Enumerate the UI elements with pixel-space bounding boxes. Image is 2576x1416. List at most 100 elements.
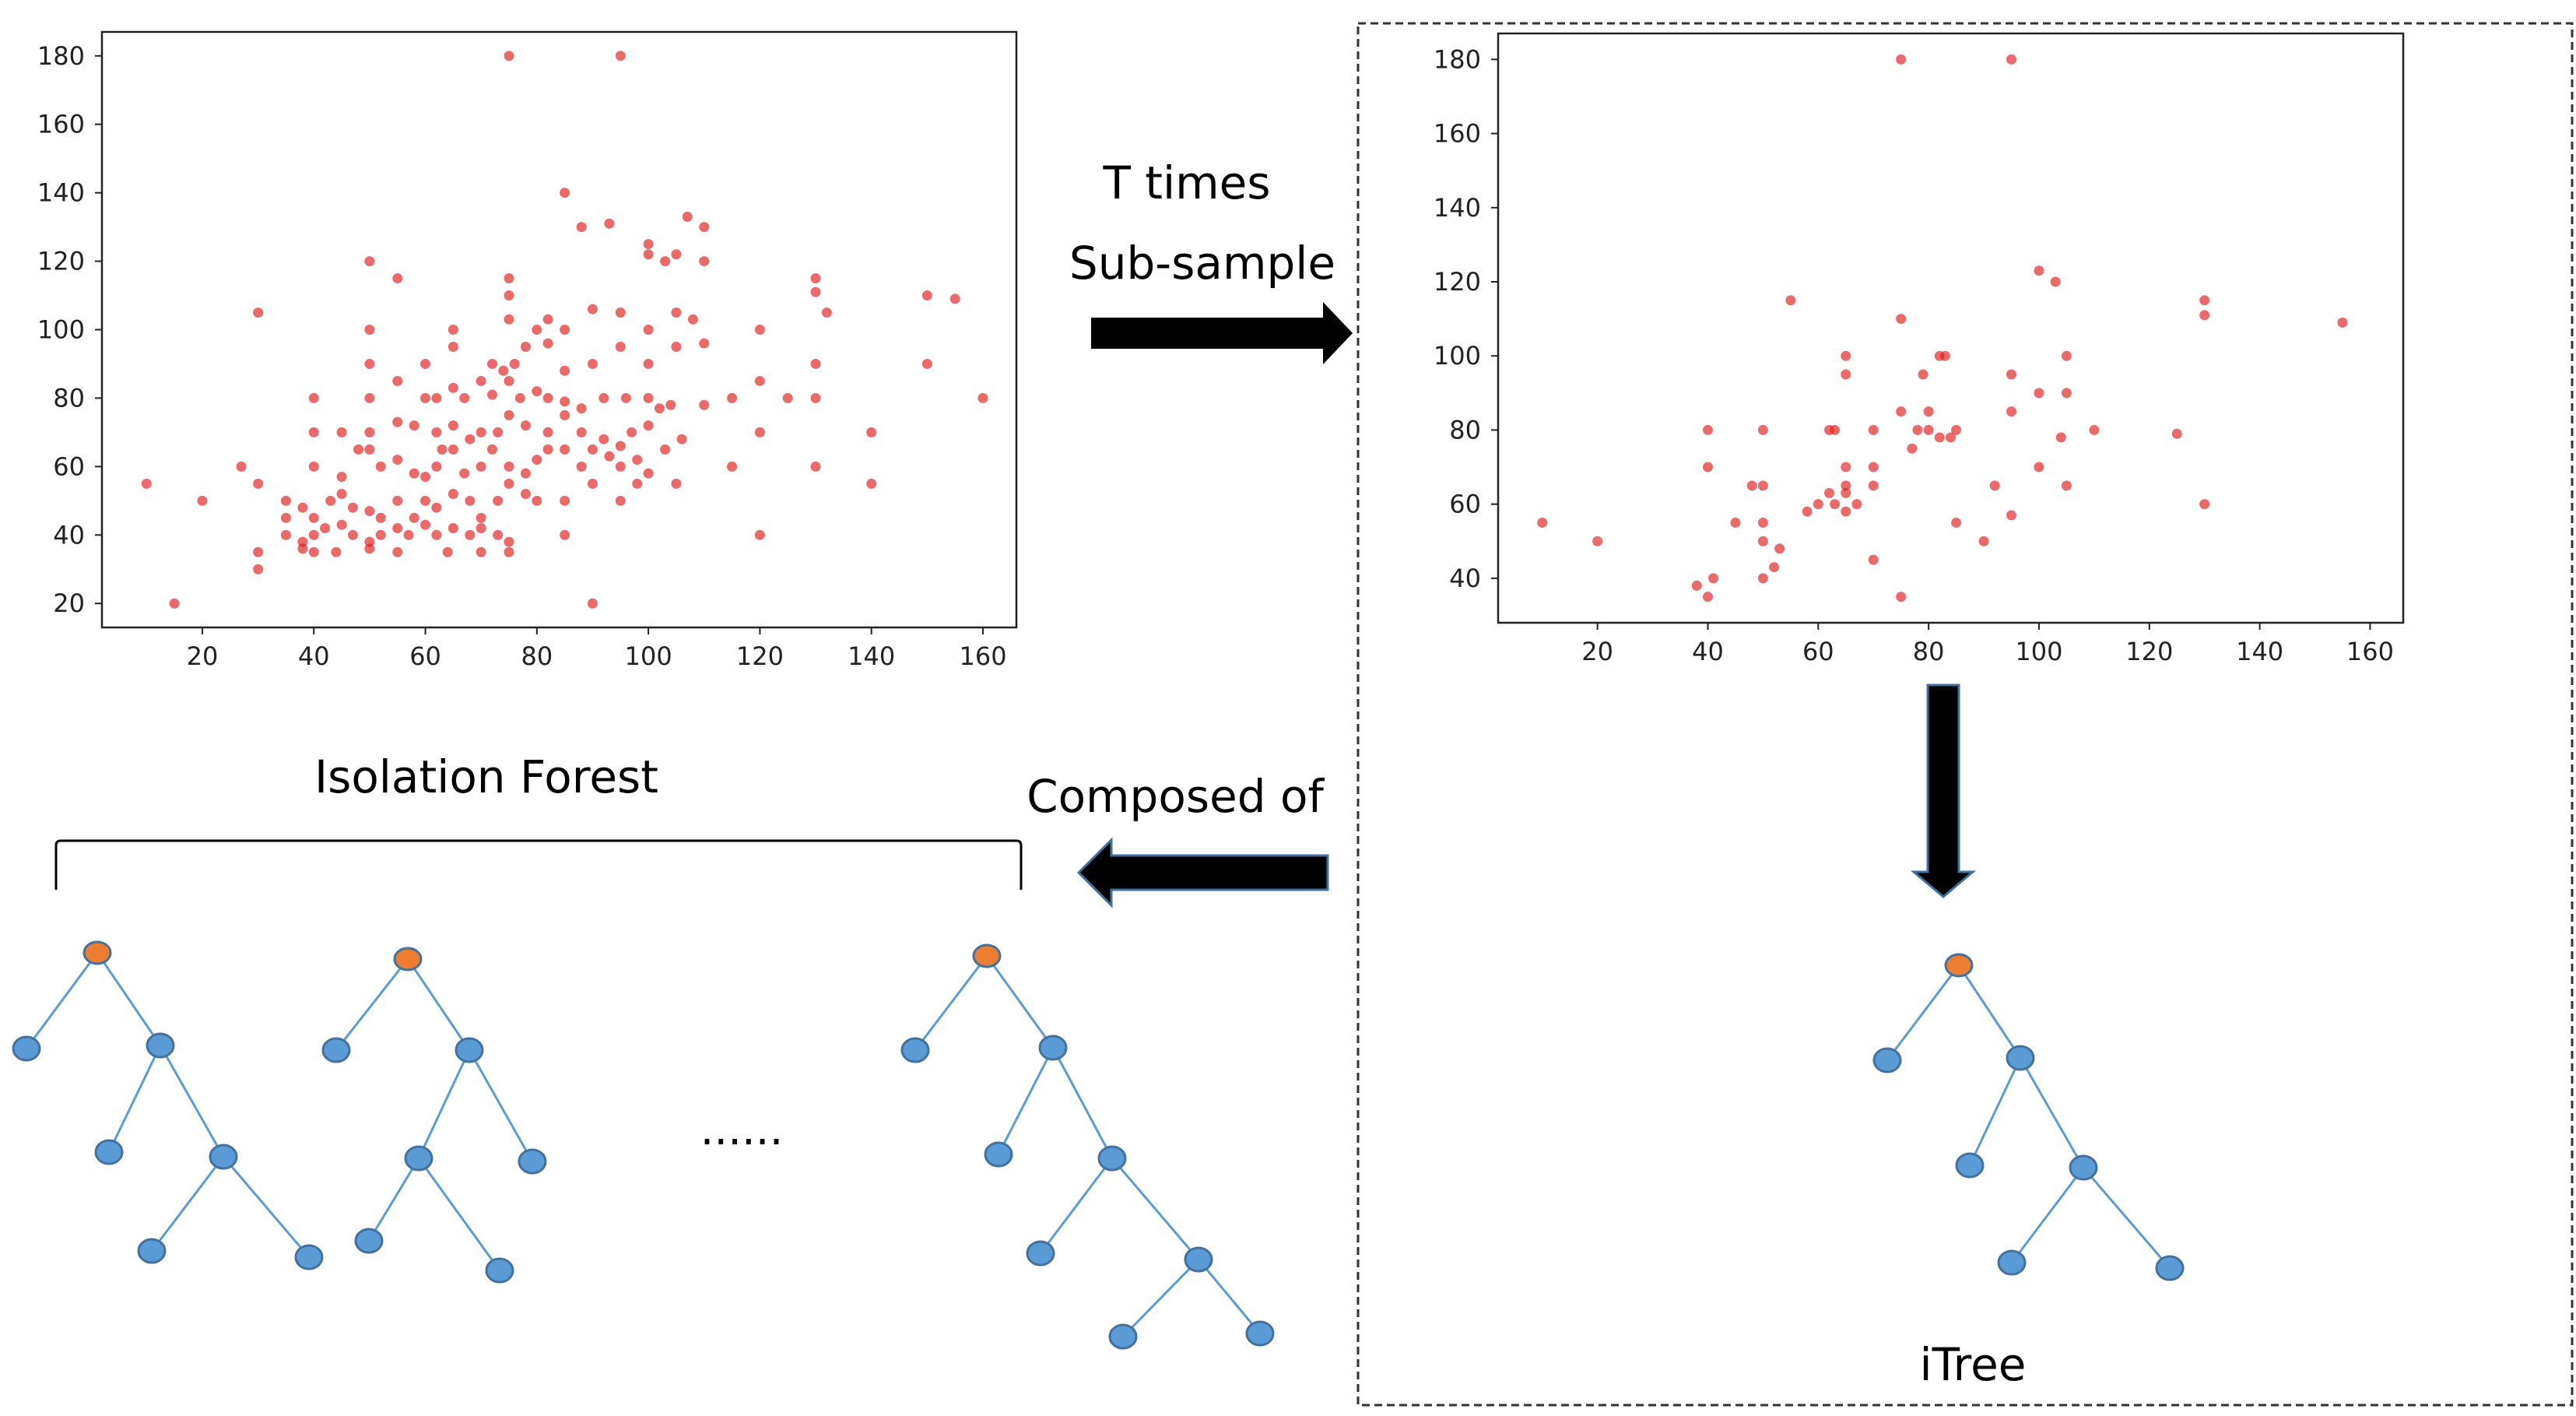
data-point [1896,314,1907,325]
data-point [364,543,375,554]
data-point [364,358,375,369]
data-point [431,427,442,437]
data-point [782,392,793,403]
data-point [487,444,498,455]
data-point [1951,517,1962,528]
data-point [1592,536,1603,546]
data-point [866,478,877,489]
data-point [921,358,932,369]
data-point [921,290,932,301]
data-point [560,188,570,199]
data-point [532,495,542,506]
data-point [643,468,654,479]
data-point [253,564,264,574]
data-point [504,375,514,386]
data-point [576,403,587,414]
y-tick-label: 80 [1449,415,1481,444]
data-point [754,325,765,335]
data-point [643,420,654,431]
data-point [1868,554,1879,565]
data-point [2199,310,2210,321]
data-point [465,495,476,506]
data-point [459,392,470,403]
tree-node [2069,1154,2098,1181]
tree-node [294,1244,324,1270]
data-point [521,341,532,352]
data-point [1537,517,1548,528]
data-point [1896,406,1907,417]
build-tree-arrow [1910,683,1977,898]
data-point [542,427,553,437]
tree-node [321,1037,351,1063]
tree-node [1097,1145,1127,1172]
data-point [1868,480,1879,491]
data-point [1946,432,1956,443]
data-point [643,249,654,260]
y-tick-label: 60 [53,452,85,481]
data-point [2199,499,2210,510]
y-tick-label: 160 [1434,119,1481,149]
data-point [626,427,637,437]
data-point [487,389,498,400]
data-point [308,529,319,540]
data-point [364,506,375,517]
data-point [560,325,570,335]
data-point [353,444,364,455]
data-point [420,358,431,369]
data-point [253,307,264,318]
data-point [560,409,570,420]
itree-label: iTree [1920,1338,2027,1391]
data-point [431,392,442,403]
x-tick-label: 80 [521,641,553,671]
data-point [2089,424,2100,435]
y-tick-label: 140 [1434,193,1481,223]
y-tick-label: 180 [37,41,85,71]
forest-bracket [54,839,1023,890]
data-point [587,304,598,314]
data-point [660,444,671,455]
tree-node [2155,1255,2185,1281]
data-point [810,461,821,472]
data-point [437,444,447,455]
data-point [1841,487,1851,498]
data-point [615,461,626,472]
data-point [1868,462,1879,473]
data-point [504,290,514,301]
data-point [364,392,375,403]
data-point [1769,562,1780,573]
data-point [810,358,821,369]
root-node [972,943,1002,968]
data-point [682,211,693,222]
data-point [615,341,626,352]
root-node [393,947,423,972]
data-point [1896,592,1907,603]
data-point [1730,517,1741,528]
data-point [2034,265,2044,276]
data-point [665,399,676,410]
x-tick-label: 140 [848,641,895,671]
x-tick-label: 140 [2236,637,2283,666]
data-point [476,523,486,533]
data-point [280,495,291,506]
data-point [465,434,476,444]
full-dataset-plot-frame [100,30,1018,629]
forest-tree-1 [12,940,324,1270]
data-point [821,307,832,318]
data-point [810,392,821,403]
data-point [297,502,308,513]
data-point [325,495,336,506]
data-point [754,529,765,540]
sub-sample-plot-frame [1497,32,2405,624]
data-point [2050,276,2061,287]
data-point [336,519,347,530]
data-point [1708,573,1719,584]
y-tick-label: 80 [53,383,85,413]
full-dataset-chart: 20 40 60 80 100 120 140 160 20 40 60 80 100 120 140 160… [37,30,1018,671]
data-point [1757,424,1768,435]
data-point [1823,487,1834,498]
data-point [643,239,654,250]
data-point [687,314,698,325]
y-tick-label: 40 [53,520,85,550]
data-point [392,455,403,466]
data-point [598,392,609,403]
